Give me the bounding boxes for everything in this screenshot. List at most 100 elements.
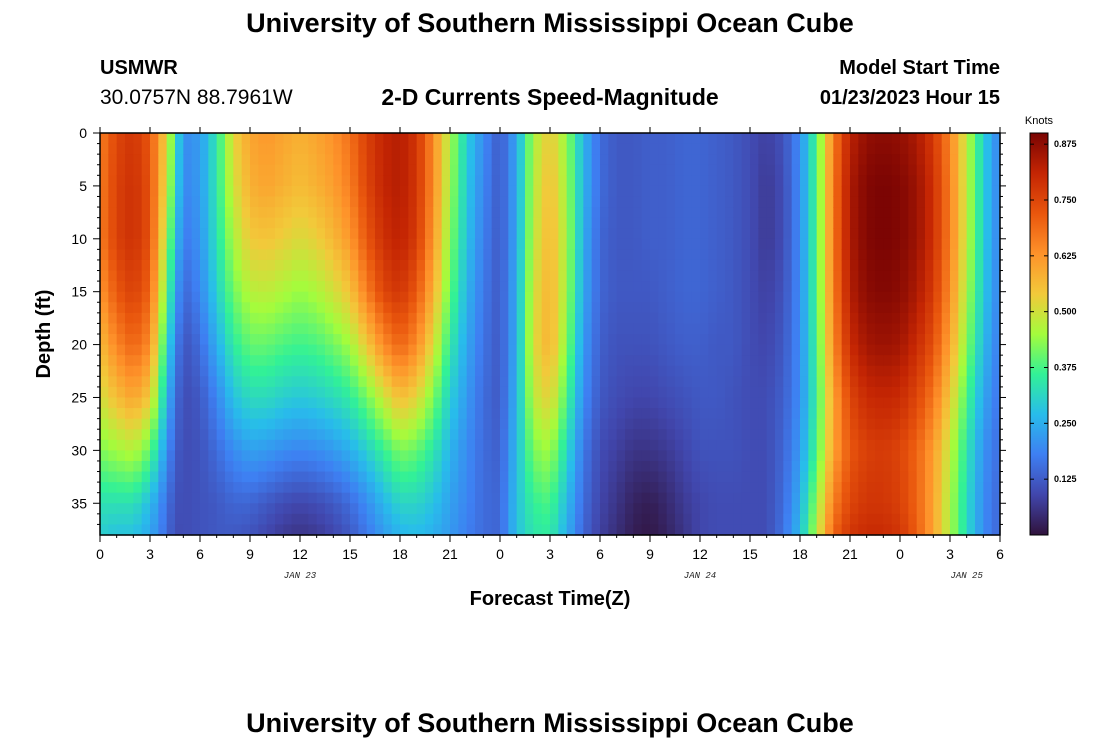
heatmap-cell [233,344,243,356]
heatmap-cell [500,376,509,388]
heatmap-cell [108,270,118,282]
heatmap-cell [566,365,576,377]
heatmap-cell [941,365,951,377]
heatmap-cell [891,196,901,208]
heatmap-cell [750,365,759,377]
heatmap-cell [325,312,334,325]
heatmap-cell [583,249,593,261]
heatmap-cell [258,355,268,367]
heatmap-cell [150,344,159,356]
heatmap-cell [425,185,434,198]
heatmap-cell [600,259,609,272]
heatmap-cell [483,196,493,208]
heatmap-cell [633,450,643,462]
heatmap-cell [516,312,526,325]
heatmap-cell [891,281,901,293]
heatmap-cell [983,270,993,282]
heatmap-cell [841,185,851,198]
heatmap-cell [633,312,643,325]
heatmap-cell [891,228,901,240]
heatmap-cell [358,185,368,198]
heatmap-cell [891,217,901,229]
heatmap-cell [241,164,251,176]
heatmap-cell [766,418,776,430]
heatmap-cell [416,259,426,272]
heatmap-cell [125,249,134,261]
heatmap-cell [775,439,784,451]
heatmap-cell [825,355,834,367]
heatmap-cell [308,334,318,346]
heatmap-cell [975,164,984,176]
heatmap-cell [158,259,168,272]
heatmap-cell [466,386,476,399]
heatmap-cell [883,238,893,250]
heatmap-cell [733,217,743,229]
heatmap-cell [183,460,193,473]
heatmap-cell [133,376,143,388]
heatmap-cell [783,175,793,187]
heatmap-cell [383,238,393,250]
heatmap-cell [541,408,551,420]
heatmap-cell [291,228,301,240]
heatmap-cell [900,312,909,325]
heatmap-cell [716,460,726,473]
heatmap-cell [216,471,226,483]
heatmap-cell [116,408,126,420]
heatmap-cell [241,334,251,346]
heatmap-cell [358,450,368,462]
heatmap-cell [783,524,793,536]
heatmap-cell [366,397,376,409]
heatmap-cell [125,154,134,166]
heatmap-cell [633,175,643,187]
heatmap-cell [525,429,534,441]
heatmap-cell [566,217,576,229]
heatmap-cell [933,365,943,377]
heatmap-cell [816,334,826,346]
heatmap-cell [508,524,518,536]
heatmap-cell [141,386,151,399]
heatmap-cell [166,259,176,272]
heatmap-cell [758,397,768,409]
heatmap-cell [333,524,343,536]
heatmap-cell [216,281,226,293]
heatmap-cell [516,524,526,536]
heatmap-cell [400,270,409,282]
heatmap-cell [266,143,276,155]
heatmap-cell [658,513,668,526]
heatmap-cell [425,524,434,536]
heatmap-cell [466,408,476,420]
x-tick-label: 0 [96,546,104,562]
heatmap-cell [683,334,693,346]
heatmap-cell [933,228,943,240]
heatmap-cell [366,291,376,303]
heatmap-cell [550,460,559,473]
heatmap-cell [325,482,334,494]
heatmap-cell [950,429,959,441]
heatmap-cell [408,249,418,261]
heatmap-cell [350,482,359,494]
heatmap-cell [616,429,626,441]
heatmap-cell [233,386,243,399]
heatmap-cell [891,365,901,377]
heatmap-cell [675,334,684,346]
heatmap-cell [383,323,393,335]
heatmap-cell [700,228,709,240]
heatmap-cell [441,249,451,261]
heatmap-cell [350,185,359,198]
heatmap-cell [616,281,626,293]
heatmap-cell [541,238,551,250]
heatmap-cell [791,323,801,335]
heatmap-cell [300,355,309,367]
heatmap-cell [541,334,551,346]
heatmap-cell [250,133,259,145]
heatmap-cell [183,259,193,272]
heatmap-cell [475,312,484,325]
heatmap-cell [608,334,618,346]
heatmap-cell [483,482,493,494]
heatmap-cell [725,503,734,515]
heatmap-cell [433,386,443,399]
heatmap-cell [608,365,618,377]
heatmap-cell [408,450,418,462]
heatmap-cell [108,408,118,420]
heatmap-cell [600,460,609,473]
